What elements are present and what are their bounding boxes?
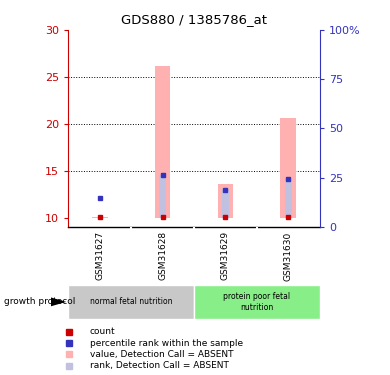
Polygon shape: [51, 297, 66, 306]
Text: GSM31628: GSM31628: [158, 231, 167, 280]
Text: protein poor fetal
nutrition: protein poor fetal nutrition: [223, 292, 291, 312]
Text: GSM31627: GSM31627: [95, 231, 104, 280]
Bar: [285, 179, 292, 218]
Text: GSM31629: GSM31629: [221, 231, 230, 280]
Text: GSM31630: GSM31630: [284, 231, 293, 280]
Text: count: count: [90, 327, 115, 336]
Bar: [155, 66, 170, 218]
Bar: [222, 190, 229, 217]
Text: growth protocol: growth protocol: [4, 297, 75, 306]
Text: normal fetal nutrition: normal fetal nutrition: [90, 297, 172, 306]
Text: value, Detection Call = ABSENT: value, Detection Call = ABSENT: [90, 350, 233, 359]
Text: percentile rank within the sample: percentile rank within the sample: [90, 339, 243, 348]
Title: GDS880 / 1385786_at: GDS880 / 1385786_at: [121, 13, 267, 26]
Text: rank, Detection Call = ABSENT: rank, Detection Call = ABSENT: [90, 361, 229, 370]
Bar: [159, 176, 167, 217]
Bar: [218, 184, 233, 218]
Bar: [194, 285, 320, 319]
Bar: [280, 118, 296, 218]
Bar: [68, 285, 194, 319]
